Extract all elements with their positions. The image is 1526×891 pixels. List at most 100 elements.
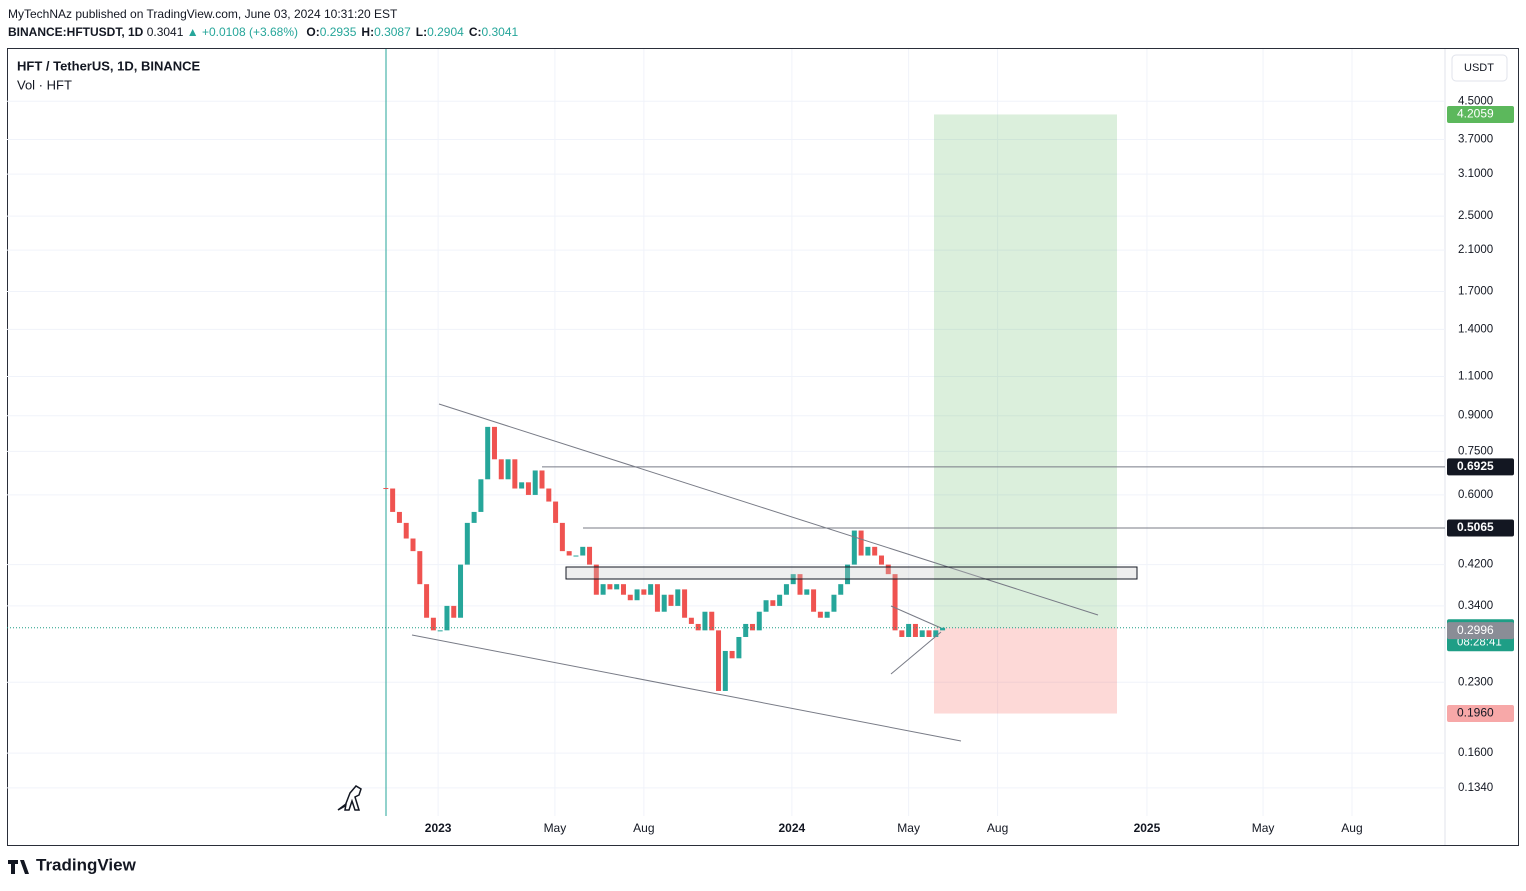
x-tick-label: May: [897, 821, 920, 835]
y-tick-label: 4.5000: [1458, 95, 1493, 107]
candle: [824, 611, 830, 618]
candle: [580, 546, 586, 556]
candle: [858, 530, 864, 556]
candle: [940, 627, 946, 631]
chart-frame: [7, 48, 1519, 846]
drawings: [411, 403, 1138, 742]
candle: [430, 617, 436, 631]
ohlc-value: 0.3087: [374, 25, 411, 39]
candle: [838, 584, 844, 595]
price-label-bg: [1447, 105, 1514, 123]
brand-logo: [8, 860, 29, 874]
ohlc-label: H:: [361, 25, 374, 39]
y-tick-label: 0.1600: [1458, 747, 1493, 759]
candle: [607, 584, 613, 590]
candle: [722, 650, 728, 691]
price-label: 4.2059: [1457, 107, 1494, 121]
position-tool: [934, 114, 1117, 714]
candle: [410, 538, 416, 552]
candle: [675, 589, 681, 606]
candle: [926, 630, 932, 637]
candle: [627, 594, 633, 601]
candle: [783, 584, 789, 595]
y-tick-label: 1.4000: [1458, 323, 1493, 335]
candle: [702, 611, 708, 631]
candle: [668, 594, 674, 606]
candle: [777, 594, 783, 606]
candle: [811, 589, 817, 612]
candle: [498, 459, 504, 480]
change: ▲ +0.0108 (+3.68%): [187, 25, 298, 39]
candle: [444, 605, 450, 631]
trend-line: [438, 403, 1099, 616]
y-tick-label: 1.1000: [1458, 371, 1493, 383]
candle: [756, 611, 762, 631]
author-line: MyTechNAz published on TradingView.com, …: [8, 7, 398, 21]
trend-line: [890, 605, 942, 629]
y-tick-label: 0.3400: [1458, 600, 1493, 612]
candle: [478, 479, 484, 512]
candle: [451, 605, 457, 618]
candle: [831, 594, 837, 612]
candle: [512, 459, 518, 489]
candle: [539, 470, 545, 489]
candle: [417, 551, 423, 585]
currency-button[interactable]: [1451, 54, 1508, 82]
candle: [912, 623, 918, 637]
candle: [600, 584, 606, 595]
y-tick-label: 0.6000: [1458, 489, 1493, 501]
candle: [688, 617, 694, 624]
candle: [797, 574, 803, 595]
candle: [743, 623, 749, 637]
ohlc-label: L:: [416, 25, 427, 39]
loss-zone: [934, 627, 1117, 714]
candle: [729, 650, 735, 659]
candle: [396, 511, 402, 523]
y-tick-label: 0.4200: [1458, 559, 1493, 571]
candle: [424, 584, 430, 618]
candle: [634, 589, 640, 601]
x-tick-label: 2023: [425, 821, 452, 835]
x-tick-label: May: [544, 821, 567, 835]
levels: 4.20590.69250.50650.304108:28:410.29960.…: [7, 105, 1514, 723]
legend-title: HFT / TetherUS, 1D, BINANCE: [17, 58, 201, 73]
y-tick-label: 3.1000: [1458, 168, 1493, 180]
candle: [620, 584, 626, 595]
candle: [736, 636, 742, 659]
candle: [682, 589, 688, 618]
candle: [505, 459, 511, 480]
candle: [559, 522, 565, 552]
y-tick-label: 0.9000: [1458, 410, 1493, 422]
price-label: 0.5065: [1457, 520, 1494, 534]
x-tick-label: May: [1252, 821, 1275, 835]
candle: [546, 488, 552, 502]
candle: [865, 546, 871, 556]
grid: [7, 49, 1445, 816]
ohlc-label: O:: [306, 25, 319, 39]
price-label: 0.1960: [1457, 706, 1494, 720]
candle: [390, 488, 396, 512]
candle: [648, 584, 654, 595]
y-tick-label: 1.7000: [1458, 285, 1493, 297]
candle: [804, 589, 810, 595]
candle: [593, 564, 599, 595]
candle: [525, 482, 531, 495]
zone-box: [565, 566, 1138, 580]
y-tick-label: 0.2300: [1458, 676, 1493, 688]
dino-logo: [337, 785, 362, 811]
candle: [661, 594, 667, 612]
close: 0.3041: [147, 25, 184, 39]
candle: [553, 501, 559, 523]
currency-label[interactable]: USDT: [1464, 62, 1494, 74]
candle: [458, 564, 464, 618]
x-tick-label: 2025: [1134, 821, 1161, 835]
candle: [485, 426, 491, 480]
candle: [566, 551, 572, 556]
symbol: BINANCE:HFTUSDT, 1D: [8, 25, 144, 39]
candle: [851, 530, 857, 565]
candle: [641, 589, 647, 595]
ohlc-value: 0.2904: [427, 25, 464, 39]
x-tick-label: 2024: [779, 821, 806, 835]
